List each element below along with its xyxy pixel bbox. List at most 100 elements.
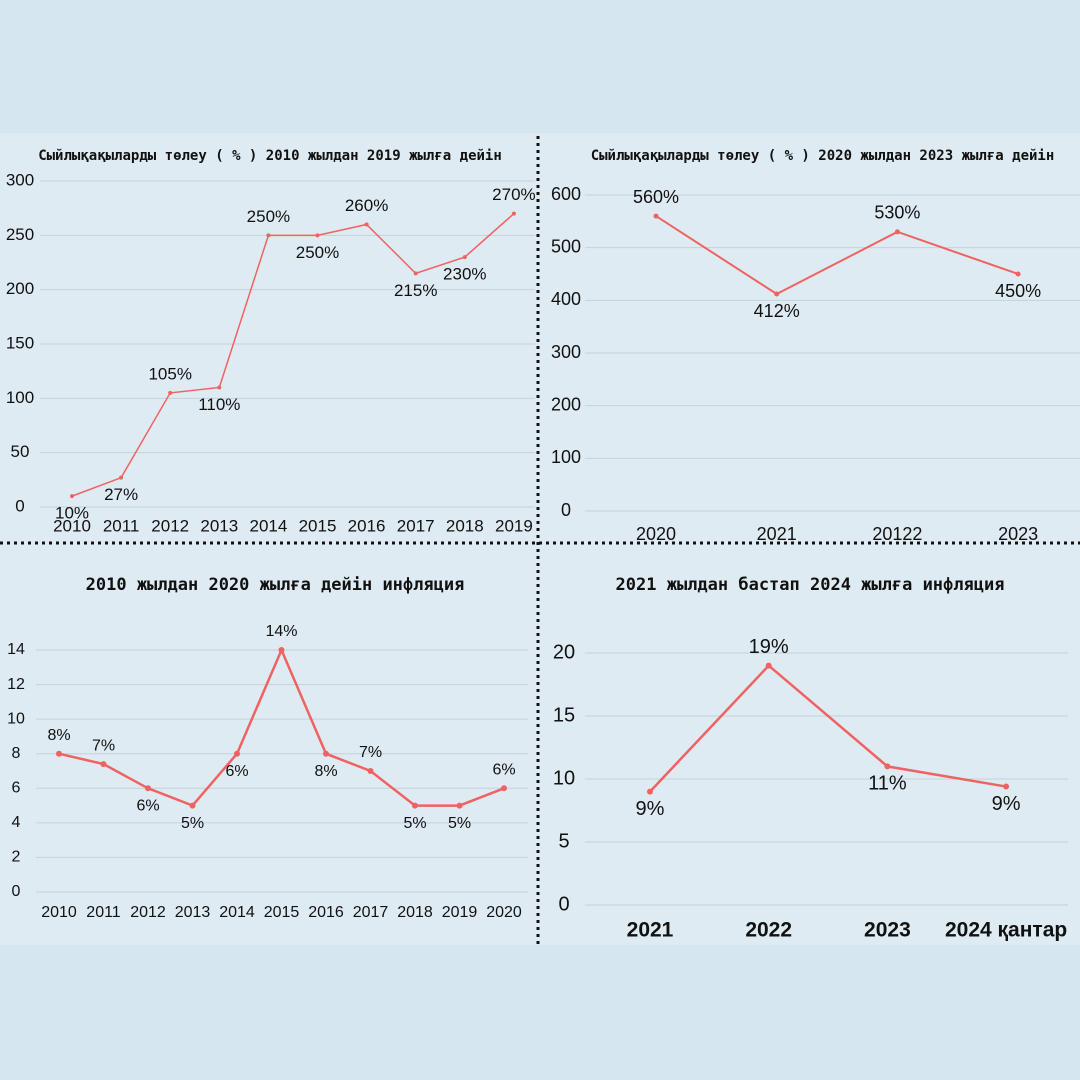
x-tick-label: 2015 bbox=[299, 516, 337, 535]
x-tick-label: 2012 bbox=[151, 516, 189, 535]
y-tick-label: 0 bbox=[12, 883, 21, 900]
point bbox=[364, 222, 369, 227]
y-tick-label: 150 bbox=[6, 333, 34, 352]
x-tick-label: 2019 bbox=[495, 516, 533, 535]
data-label: 11% bbox=[868, 773, 907, 795]
y-tick-label: 14 bbox=[7, 641, 25, 658]
data-label: 5% bbox=[181, 815, 204, 832]
x-tick-label: 2024 қантар bbox=[945, 919, 1067, 942]
line-series bbox=[655, 215, 1019, 296]
data-label: 9% bbox=[636, 798, 665, 820]
point bbox=[1015, 271, 1021, 277]
point bbox=[774, 291, 780, 297]
y-tick-label: 600 bbox=[551, 184, 581, 204]
point bbox=[1003, 783, 1010, 790]
x-tick-label: 2010 bbox=[53, 516, 91, 535]
x-tick-label: 2015 bbox=[264, 904, 300, 921]
point bbox=[266, 233, 271, 238]
x-tick-label: 2011 bbox=[86, 904, 121, 921]
x-tick-label: 2013 bbox=[175, 904, 211, 921]
x-tick-label: 2023 bbox=[998, 524, 1038, 544]
data-label: 27% bbox=[104, 485, 138, 504]
x-tick-label: 2016 bbox=[348, 516, 386, 535]
point bbox=[323, 750, 329, 757]
point bbox=[653, 213, 659, 219]
data-label: 7% bbox=[359, 744, 382, 761]
line-series bbox=[649, 663, 1007, 793]
y-tick-label: 400 bbox=[551, 289, 581, 309]
panel-background bbox=[0, 133, 1080, 945]
y-tick-label: 0 bbox=[558, 893, 569, 915]
y-tick-label: 15 bbox=[553, 704, 575, 726]
data-label: 110% bbox=[198, 395, 240, 414]
y-tick-label: 4 bbox=[12, 814, 21, 831]
point bbox=[462, 255, 467, 260]
chart-title: Сыйлықақыларды төлеу ( % ) 2020 жылдан 2… bbox=[590, 148, 1055, 164]
y-tick-label: 6 bbox=[12, 780, 21, 797]
x-tick-label: 2018 bbox=[397, 904, 433, 921]
point bbox=[894, 229, 900, 235]
y-tick-label: 300 bbox=[551, 342, 581, 362]
y-tick-label: 2 bbox=[12, 849, 21, 866]
x-tick-label: 2021 bbox=[757, 524, 797, 544]
point bbox=[413, 271, 418, 276]
data-label: 10% bbox=[55, 504, 89, 523]
data-label: 230% bbox=[443, 265, 486, 284]
point bbox=[189, 802, 196, 809]
x-tick-label: 2020 bbox=[636, 524, 676, 544]
y-tick-label: 100 bbox=[6, 388, 34, 407]
y-tick-label: 50 bbox=[11, 442, 30, 461]
point bbox=[456, 802, 463, 809]
data-label: 8% bbox=[47, 727, 70, 744]
point bbox=[217, 385, 222, 390]
x-tick-label: 2023 bbox=[864, 919, 911, 942]
x-tick-label: 2017 bbox=[397, 516, 435, 535]
x-tick-label: 2010 bbox=[41, 904, 77, 921]
chart-title: Сыйлықақыларды төлеу ( % ) 2010 жылдан 2… bbox=[38, 148, 502, 164]
data-label: 8% bbox=[314, 763, 337, 780]
y-tick-label: 12 bbox=[7, 676, 25, 693]
y-tick-label: 5 bbox=[558, 830, 569, 852]
x-tick-label: 2011 bbox=[103, 516, 140, 535]
data-label: 19% bbox=[749, 636, 789, 658]
y-tick-label: 0 bbox=[561, 500, 571, 520]
point bbox=[884, 763, 891, 770]
y-tick-label: 100 bbox=[551, 447, 581, 467]
y-tick-label: 10 bbox=[7, 710, 25, 727]
point bbox=[234, 750, 240, 757]
data-label: 560% bbox=[633, 187, 679, 207]
data-label: 7% bbox=[92, 737, 115, 754]
point bbox=[100, 761, 107, 768]
data-label: 14% bbox=[265, 623, 297, 640]
y-tick-label: 8 bbox=[12, 745, 21, 762]
y-tick-label: 200 bbox=[6, 279, 34, 298]
point bbox=[278, 647, 285, 653]
data-label: 260% bbox=[345, 196, 388, 215]
point bbox=[647, 788, 653, 795]
line-series bbox=[71, 213, 515, 497]
y-tick-label: 300 bbox=[6, 170, 34, 189]
point bbox=[315, 233, 320, 238]
data-label: 450% bbox=[995, 281, 1041, 301]
y-tick-label: 0 bbox=[15, 496, 24, 515]
x-tick-label: 2018 bbox=[446, 516, 484, 535]
data-label: 530% bbox=[874, 203, 920, 223]
point bbox=[367, 768, 374, 774]
data-label: 412% bbox=[754, 301, 800, 321]
data-label: 215% bbox=[394, 281, 437, 300]
data-label: 5% bbox=[448, 815, 471, 832]
y-tick-label: 20 bbox=[553, 641, 575, 663]
x-tick-label: 2021 bbox=[627, 919, 674, 942]
data-label: 250% bbox=[247, 207, 290, 226]
chart-title: 2021 жылдан бастап 2024 жылға инфляция bbox=[615, 575, 1005, 595]
point bbox=[56, 750, 62, 757]
data-label: 9% bbox=[992, 793, 1021, 815]
y-tick-label: 250 bbox=[6, 225, 34, 244]
y-tick-label: 200 bbox=[551, 394, 581, 414]
y-tick-label: 10 bbox=[553, 767, 575, 789]
point bbox=[168, 390, 173, 395]
y-tick-label: 500 bbox=[551, 236, 581, 256]
x-tick-label: 2016 bbox=[308, 904, 344, 921]
data-label: 270% bbox=[492, 185, 535, 204]
